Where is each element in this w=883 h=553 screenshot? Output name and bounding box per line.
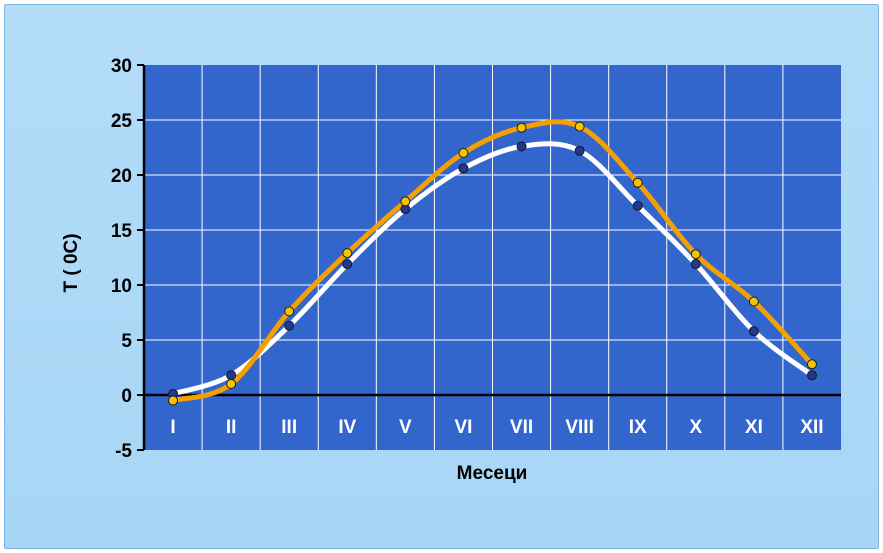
x-axis-label: Месеци xyxy=(457,463,528,484)
month-label: VIII xyxy=(565,417,594,438)
series-2-point xyxy=(458,148,469,158)
y-tick-label: -5 xyxy=(115,441,132,462)
series-2-point xyxy=(400,196,411,207)
series-2-point xyxy=(806,359,817,370)
month-label: II xyxy=(226,417,237,438)
month-label: I xyxy=(170,417,175,438)
series-1-point xyxy=(748,326,759,337)
series-2-point xyxy=(284,306,295,317)
series-2-point xyxy=(574,121,585,132)
month-label: XI xyxy=(745,417,763,438)
month-label: IV xyxy=(338,417,356,438)
series-2-point xyxy=(516,122,527,133)
series-1-point xyxy=(574,145,585,156)
series-2-point xyxy=(342,248,353,259)
month-label: VII xyxy=(510,417,533,438)
y-tick-label: 0 xyxy=(121,386,132,407)
series-2-point xyxy=(748,296,759,307)
month-label: VI xyxy=(454,417,472,438)
series-markers xyxy=(168,121,817,406)
axes xyxy=(142,65,841,450)
series-1-point xyxy=(632,200,643,211)
series-1-point xyxy=(284,320,295,331)
y-tick-label: 15 xyxy=(111,221,133,242)
y-axis-label: T ( 0C) xyxy=(61,233,82,292)
series-1-point xyxy=(226,370,237,381)
month-label: X xyxy=(689,417,702,438)
y-tick-label: 30 xyxy=(111,56,132,77)
y-tick-label: 5 xyxy=(121,331,132,352)
series-1-point xyxy=(342,259,353,270)
series-2-point xyxy=(632,177,643,188)
series-2-point xyxy=(226,379,237,389)
series-2-point xyxy=(690,249,701,260)
month-label: XII xyxy=(800,417,823,438)
chart-frame: 30 25 20 15 10 5 0 -5 I II III IV V VI VII VIII IX X XI XI… xyxy=(4,4,879,549)
gridlines xyxy=(144,65,841,450)
y-tick-label: 10 xyxy=(111,276,132,297)
series-1-point xyxy=(690,259,701,270)
month-label: V xyxy=(399,417,412,438)
x-tick-labels: I II III IV V VI VII VIII IX X XI XII xyxy=(170,417,823,438)
y-tick-labels: 30 25 20 15 10 5 0 -5 xyxy=(111,56,144,462)
y-tick-label: 25 xyxy=(111,111,133,132)
series-1-point xyxy=(516,141,527,152)
month-label: IX xyxy=(629,417,647,438)
series-1-point xyxy=(458,163,469,174)
series-1-point xyxy=(806,370,817,381)
y-tick-label: 20 xyxy=(111,166,132,187)
series-2-point xyxy=(168,395,179,406)
month-label: III xyxy=(281,417,297,438)
